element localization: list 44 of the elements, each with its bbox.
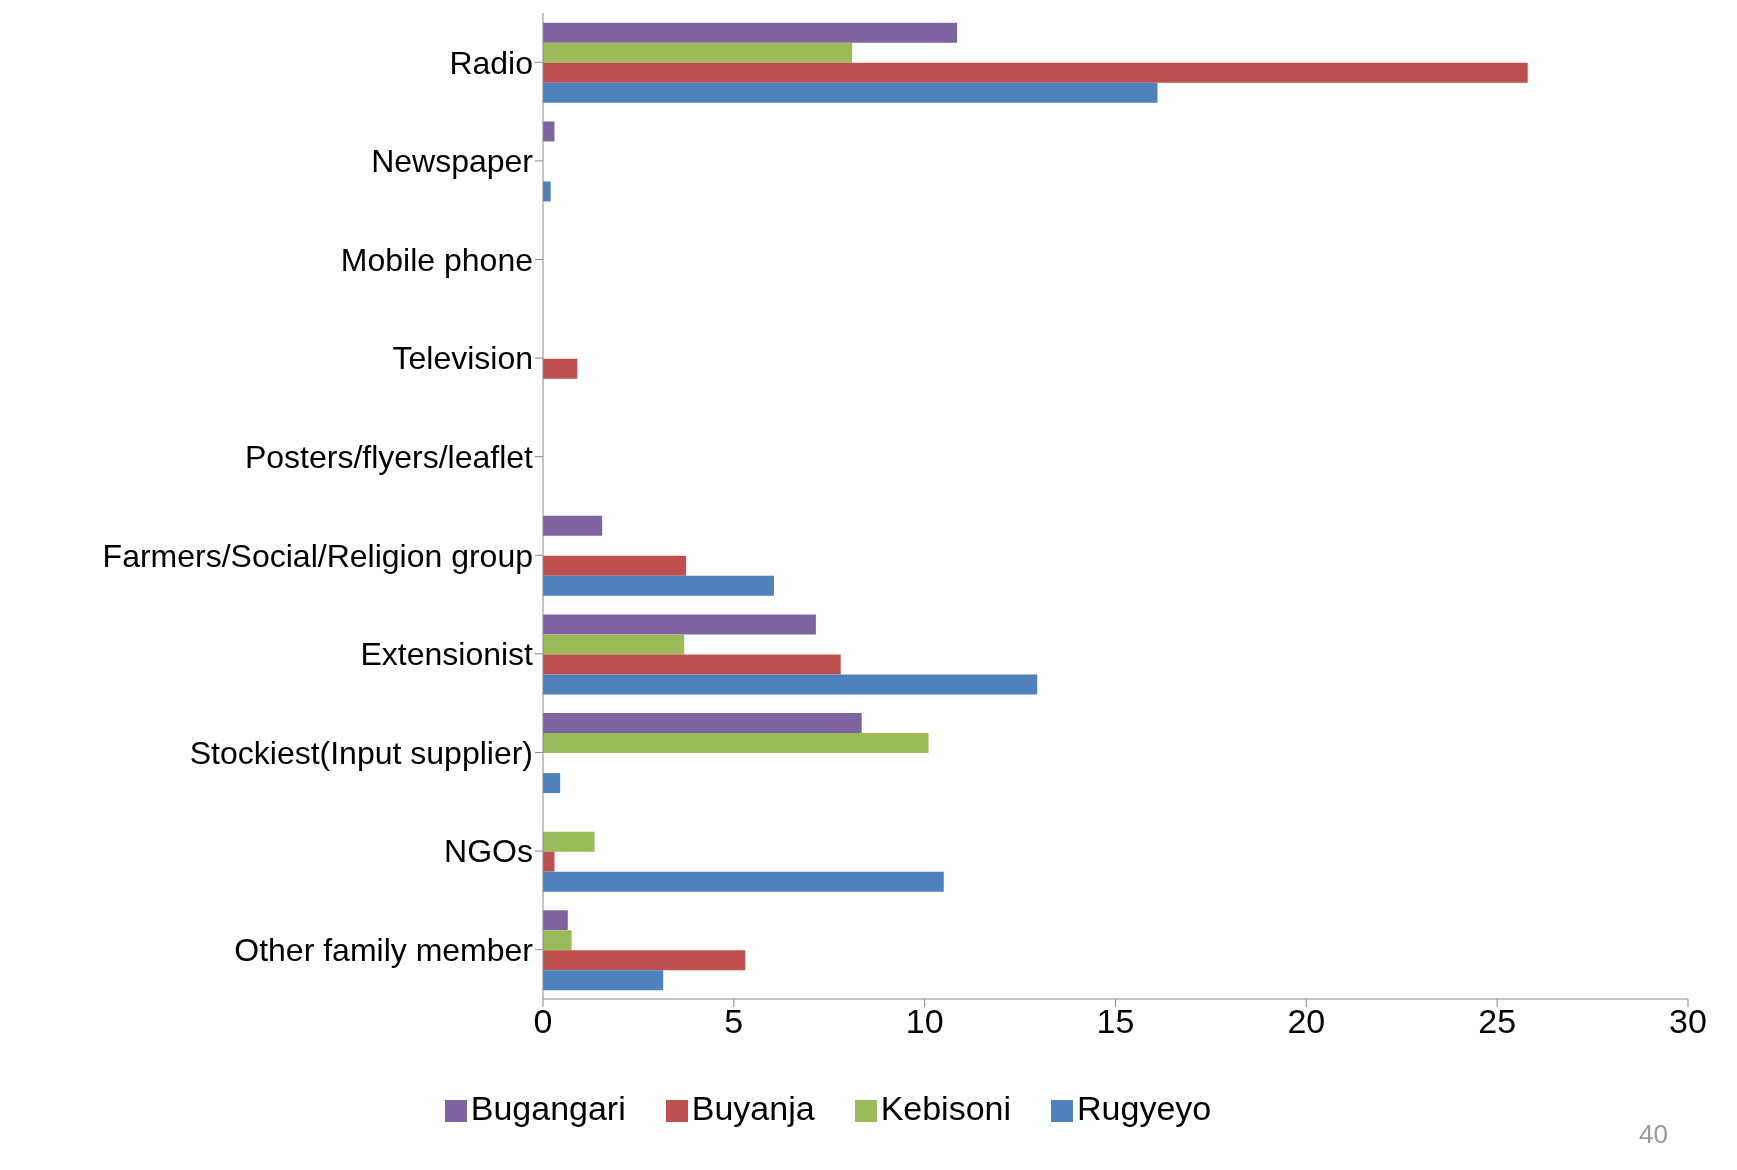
x-tick-label: 0 — [533, 1002, 553, 1041]
y-tick-label: Newspaper — [371, 143, 534, 180]
x-tick-label: 10 — [905, 1002, 944, 1041]
bar — [543, 970, 664, 991]
y-tick-label: Radio — [449, 44, 533, 81]
x-tick-label: 25 — [1478, 1002, 1517, 1041]
bar — [543, 733, 929, 754]
y-tick-label: Stockiest(Input supplier) — [189, 734, 533, 771]
bar — [543, 634, 685, 655]
text: 40 — [1639, 1119, 1668, 1150]
x-tick-label: 20 — [1287, 1002, 1326, 1041]
x-tick-label: 15 — [1096, 1002, 1135, 1041]
bar — [543, 82, 1158, 103]
bar — [543, 871, 944, 892]
y-tick-label: Mobile phone — [340, 241, 533, 278]
y-tick-label: NGOs — [444, 833, 533, 870]
bar — [543, 181, 551, 202]
y-tick-label: Posters/flyers/leaflet — [244, 439, 534, 476]
bar — [543, 575, 774, 596]
bar — [543, 358, 578, 379]
bar — [543, 62, 1528, 83]
legend-label: Rugyeyo — [1077, 1089, 1212, 1127]
bar — [543, 713, 862, 734]
bar — [543, 555, 687, 576]
bar — [543, 654, 841, 675]
legend-label: Bugangari — [470, 1089, 626, 1127]
y-tick-label: Other family member — [234, 932, 534, 969]
bar — [543, 42, 853, 63]
y-tick-label: Farmers/Social/Religion group — [102, 537, 533, 574]
bar — [543, 773, 561, 794]
legend-label: Buyanja — [691, 1089, 815, 1127]
bar — [543, 614, 816, 635]
bar — [543, 515, 603, 536]
bar — [543, 950, 746, 971]
legend-label: Kebisoni — [880, 1089, 1012, 1127]
x-tick-label: 5 — [724, 1002, 744, 1041]
y-tick-label: Television — [392, 340, 533, 377]
bar — [543, 930, 572, 951]
bar — [543, 22, 958, 43]
bar — [543, 831, 595, 852]
x-tick-label: 30 — [1669, 1002, 1707, 1041]
bar — [543, 910, 568, 931]
bar — [543, 674, 1038, 695]
y-tick-label: Extensionist — [360, 636, 534, 673]
